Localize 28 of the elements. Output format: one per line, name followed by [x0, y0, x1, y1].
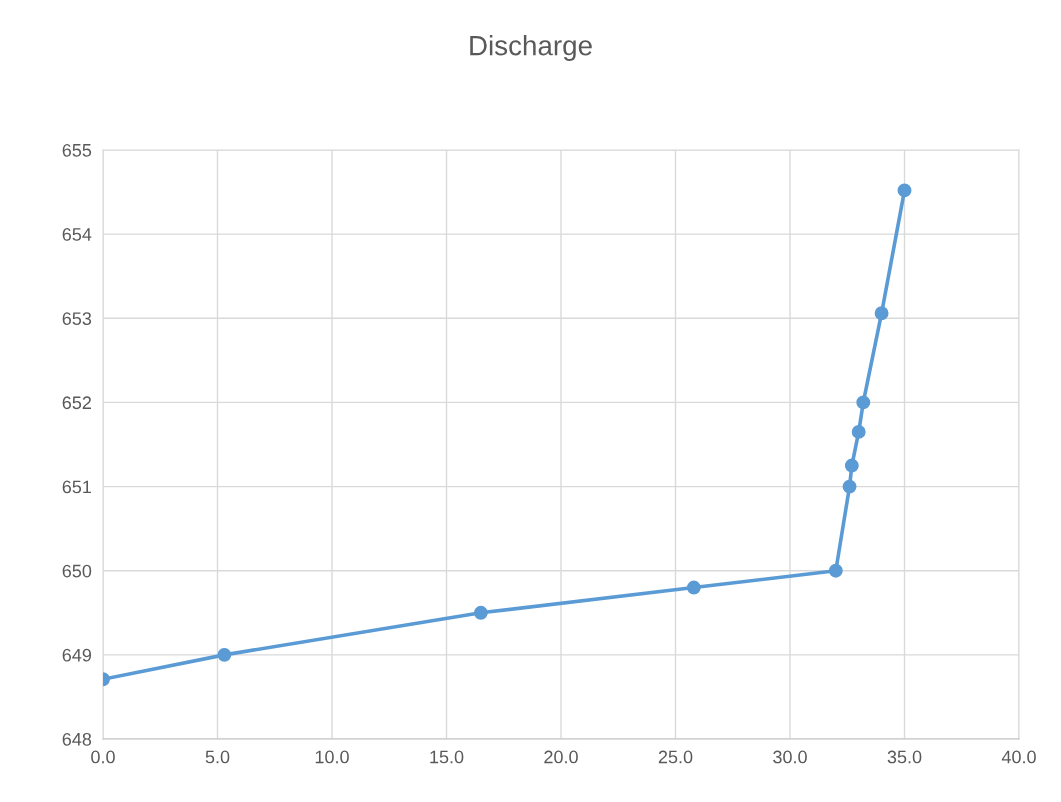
point: [897, 183, 912, 198]
point: [844, 458, 859, 473]
point: [686, 580, 701, 595]
y-tick-label: 655: [62, 143, 92, 157]
chart-title: Discharge: [470, 35, 592, 61]
point: [856, 395, 871, 410]
x-tick-label: 20.0: [544, 750, 578, 764]
x-tick-label: 0.0: [91, 750, 115, 764]
point: [217, 647, 232, 662]
x-tick-label: 35.0: [887, 750, 922, 764]
y-tick-label: 649: [62, 648, 92, 662]
y-tick-label: 650: [62, 564, 92, 578]
point: [842, 479, 857, 494]
x-tick-label: 40.0: [1001, 750, 1036, 764]
x-tick-label: 10.0: [315, 750, 349, 764]
y-tick-label: 651: [62, 480, 92, 494]
x-tick-label: 5.0: [205, 750, 230, 764]
point: [473, 605, 488, 620]
y-tick-label: 654: [62, 228, 92, 241]
point: [828, 563, 843, 578]
x-tick-label: 15.0: [430, 750, 464, 764]
point: [851, 424, 866, 439]
y-tick-label: 648: [62, 732, 92, 746]
y-tick-label: 653: [62, 312, 92, 326]
point: [874, 306, 889, 321]
x-tick-label: 30.0: [773, 750, 807, 764]
y-tick-label: 652: [62, 396, 91, 410]
x-tick-label: 25.0: [658, 750, 693, 764]
